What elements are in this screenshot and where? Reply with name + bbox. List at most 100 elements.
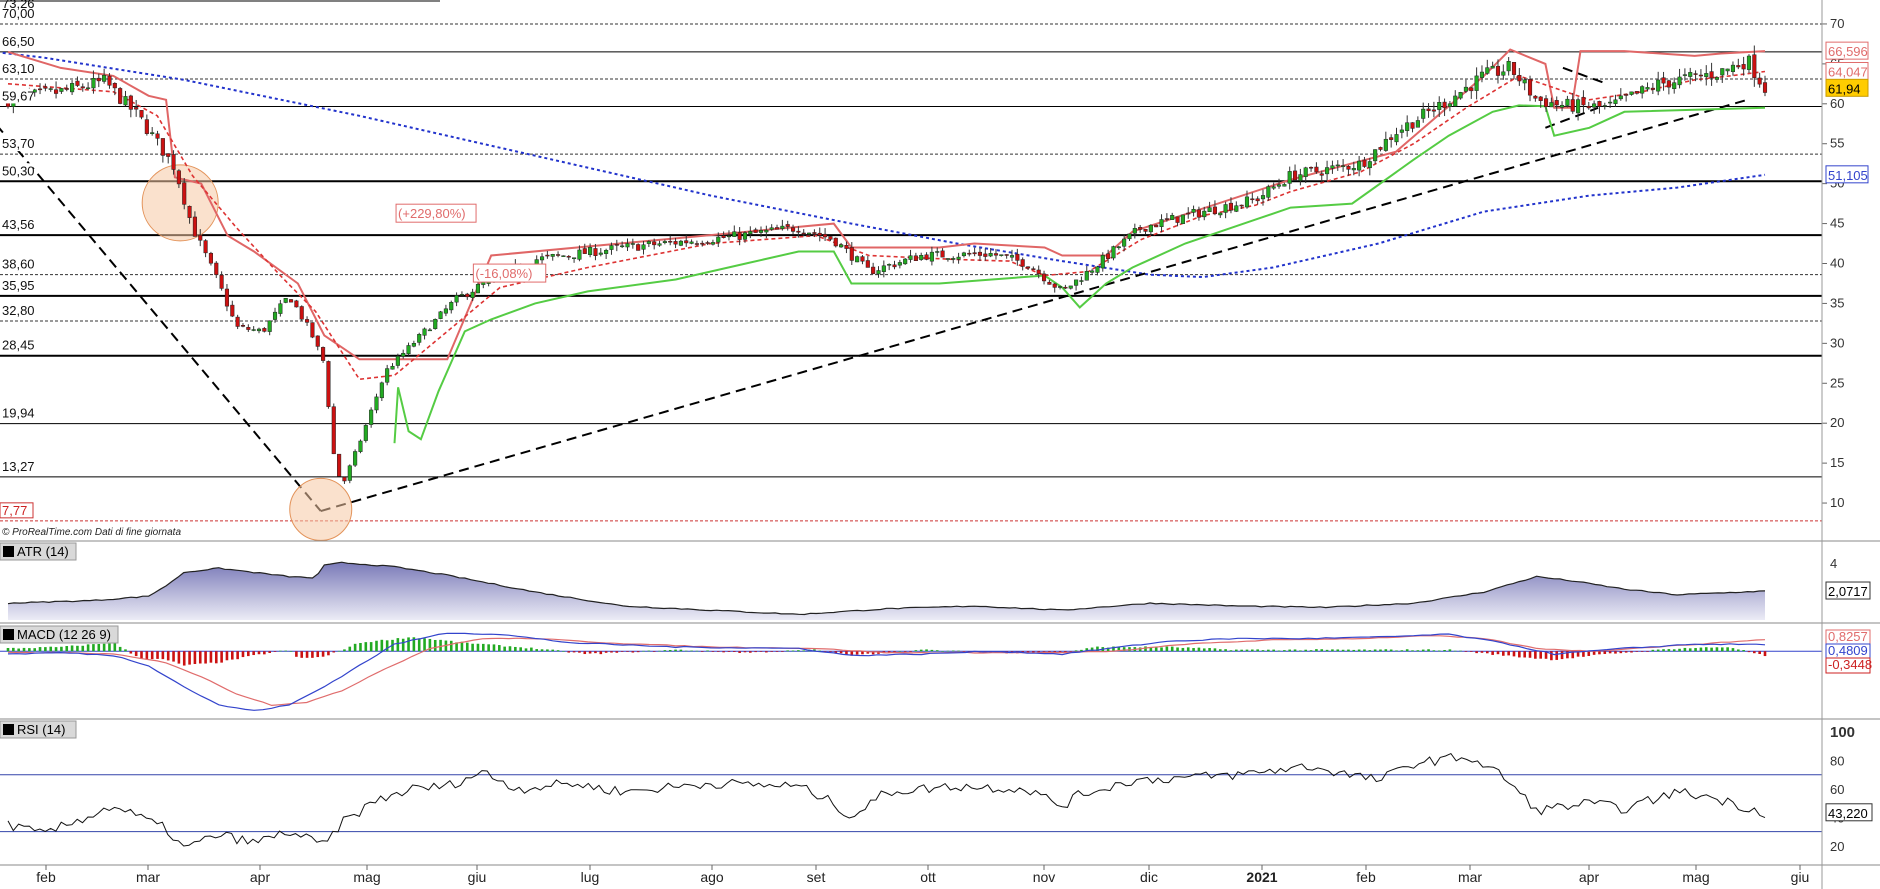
price-tick-label: 35 [1830,295,1844,310]
candle-body [102,74,107,82]
macd-bar [134,651,138,657]
level-label: 35,95 [2,278,35,293]
macd-bar [1688,648,1692,652]
macd-bar [674,649,677,652]
panel-title-swatch [3,724,14,735]
macd-bar [209,651,213,663]
candle-body [1106,253,1111,259]
candle-body [321,347,326,361]
candle-body [1624,93,1629,96]
macd-bar [273,651,277,652]
macd-bar [626,651,629,652]
candle-body [823,233,828,238]
candle-body [208,252,213,264]
candle-body [299,306,304,320]
macd-bar [1560,651,1564,660]
candle-body [1570,99,1575,112]
price-badge-box [1825,165,1869,184]
macd-bar [866,651,870,654]
candle-body [256,328,262,332]
candle-body [1709,71,1714,79]
candle-body [1330,165,1335,169]
macd-bar [1518,651,1521,658]
price-tick-label: 20 [1830,415,1844,430]
candle-body [908,255,913,260]
x-tick-label: giu [1791,869,1810,885]
x-tick-label: set [807,869,826,885]
candle-body [1122,238,1127,247]
level-label-box [0,33,33,49]
candle-body [427,329,432,332]
candle-body [433,318,438,329]
candle-body [758,230,764,233]
macd-bar [887,651,891,653]
candle-body [214,262,219,275]
candle-body [1666,80,1671,88]
macd-bar [615,651,619,653]
candle-body [726,235,732,238]
macd-bar [118,646,122,652]
candle-body [1052,283,1057,288]
annotation-box [472,263,547,283]
candle-body [1250,198,1255,201]
short-ma-path [7,70,1766,381]
candle-body [812,232,817,234]
candle-body [470,291,475,298]
highlight-circle [289,477,353,541]
rsi-badge-label: 43,220 [1828,806,1868,821]
macd-bar [1277,650,1281,652]
candle-body [1431,109,1436,112]
macd-bar [412,637,416,652]
candle-body [865,260,870,268]
candle-body [235,316,240,327]
macd-bar [177,651,181,664]
macd-bar [70,645,74,652]
level-label-box [0,337,33,353]
macd-bar [86,644,90,652]
resistance-stop-path [7,48,1766,361]
candle-body [1346,165,1351,170]
panel-title-box [0,625,119,644]
candle-body [881,265,886,272]
macd-bar [562,651,565,652]
macd-bar [1603,651,1607,654]
candle-body [219,274,224,289]
macd-bar [17,648,20,652]
candle-body [721,235,726,238]
candle-body [545,254,550,257]
macd-bar [113,643,117,652]
candle-body [855,256,860,263]
candle-body [1255,198,1260,202]
candle-body [139,110,144,118]
macd-bar [1080,649,1083,652]
macd-bar [781,651,784,652]
short-moving-average [7,70,1766,381]
macd-bar [1042,651,1046,653]
macd-bar [1064,651,1067,653]
macd-bar [1347,649,1350,652]
candle-body [37,88,43,91]
macd-bar [343,649,346,652]
macd-bar [610,651,613,653]
level-label-box [0,88,33,104]
macd-bar [54,647,58,652]
macd-bar [455,642,458,652]
candle-body [1757,77,1762,85]
rsi-tick-label: 80 [1830,754,1844,769]
candle-body [198,234,203,241]
macd-bar [289,651,293,652]
macd-bar [663,650,667,652]
candle-body [1746,55,1752,70]
candle-body [1458,92,1463,99]
macd-bar [428,638,432,652]
macd-bar [1753,651,1756,654]
candle-body [1180,214,1185,224]
level-labels: 70,00 66,50 63,10 59,67 53,70 50,30 43,56 38,60… [0,0,440,519]
candle-body [652,241,657,246]
macd-bar [1480,651,1484,653]
candle-body [1041,273,1047,282]
x-tick-label: apr [1579,869,1600,885]
candle-body [1314,166,1319,173]
macd-bar [738,651,741,653]
macd-bar [1261,650,1265,652]
